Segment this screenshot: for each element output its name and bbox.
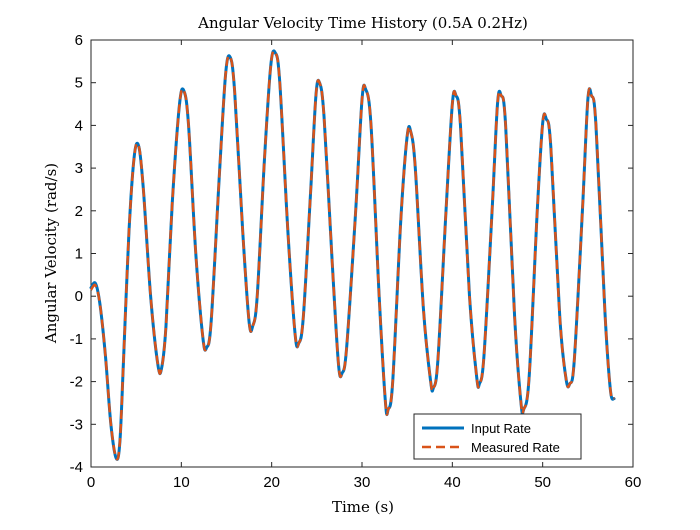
x-axis-label: Time (s) <box>332 498 394 516</box>
y-axis-label: Angular Velocity (rad/s) <box>42 163 60 344</box>
legend-box <box>413 413 582 460</box>
x-tick-label: 60 <box>625 474 642 491</box>
y-tick-label: 5 <box>75 75 83 92</box>
x-tick-label: 20 <box>263 474 280 491</box>
x-tick-label: 50 <box>534 474 551 491</box>
y-tick-label: -2 <box>70 374 83 391</box>
y-tick-label: 6 <box>75 32 83 49</box>
series-line-input-rate <box>89 49 616 461</box>
y-tick-label: -3 <box>70 416 83 433</box>
y-tick-label: 1 <box>75 246 83 263</box>
plot-area: 0 10 20 30 40 50 60 -4 -3 -2 -1 0 1 2 3 4 5 6 <box>70 32 642 491</box>
legend: Input Rate Measured Rate <box>413 413 582 460</box>
y-tick-label: 4 <box>75 117 83 134</box>
x-tick-label: 10 <box>173 474 190 491</box>
y-tick-label: -1 <box>70 331 83 348</box>
y-tick-label: 3 <box>75 160 83 177</box>
y-tick-label: -4 <box>70 459 83 476</box>
y-tick-label: 2 <box>75 203 83 220</box>
x-tick-label: 0 <box>87 474 95 491</box>
y-tick-label: 0 <box>75 288 83 305</box>
x-tick-label: 30 <box>354 474 371 491</box>
legend-label: Measured Rate <box>471 440 560 455</box>
legend-label: Input Rate <box>471 421 531 436</box>
chart-title: Angular Velocity Time History (0.5A 0.2H… <box>197 14 528 32</box>
x-tick-label: 40 <box>444 474 461 491</box>
